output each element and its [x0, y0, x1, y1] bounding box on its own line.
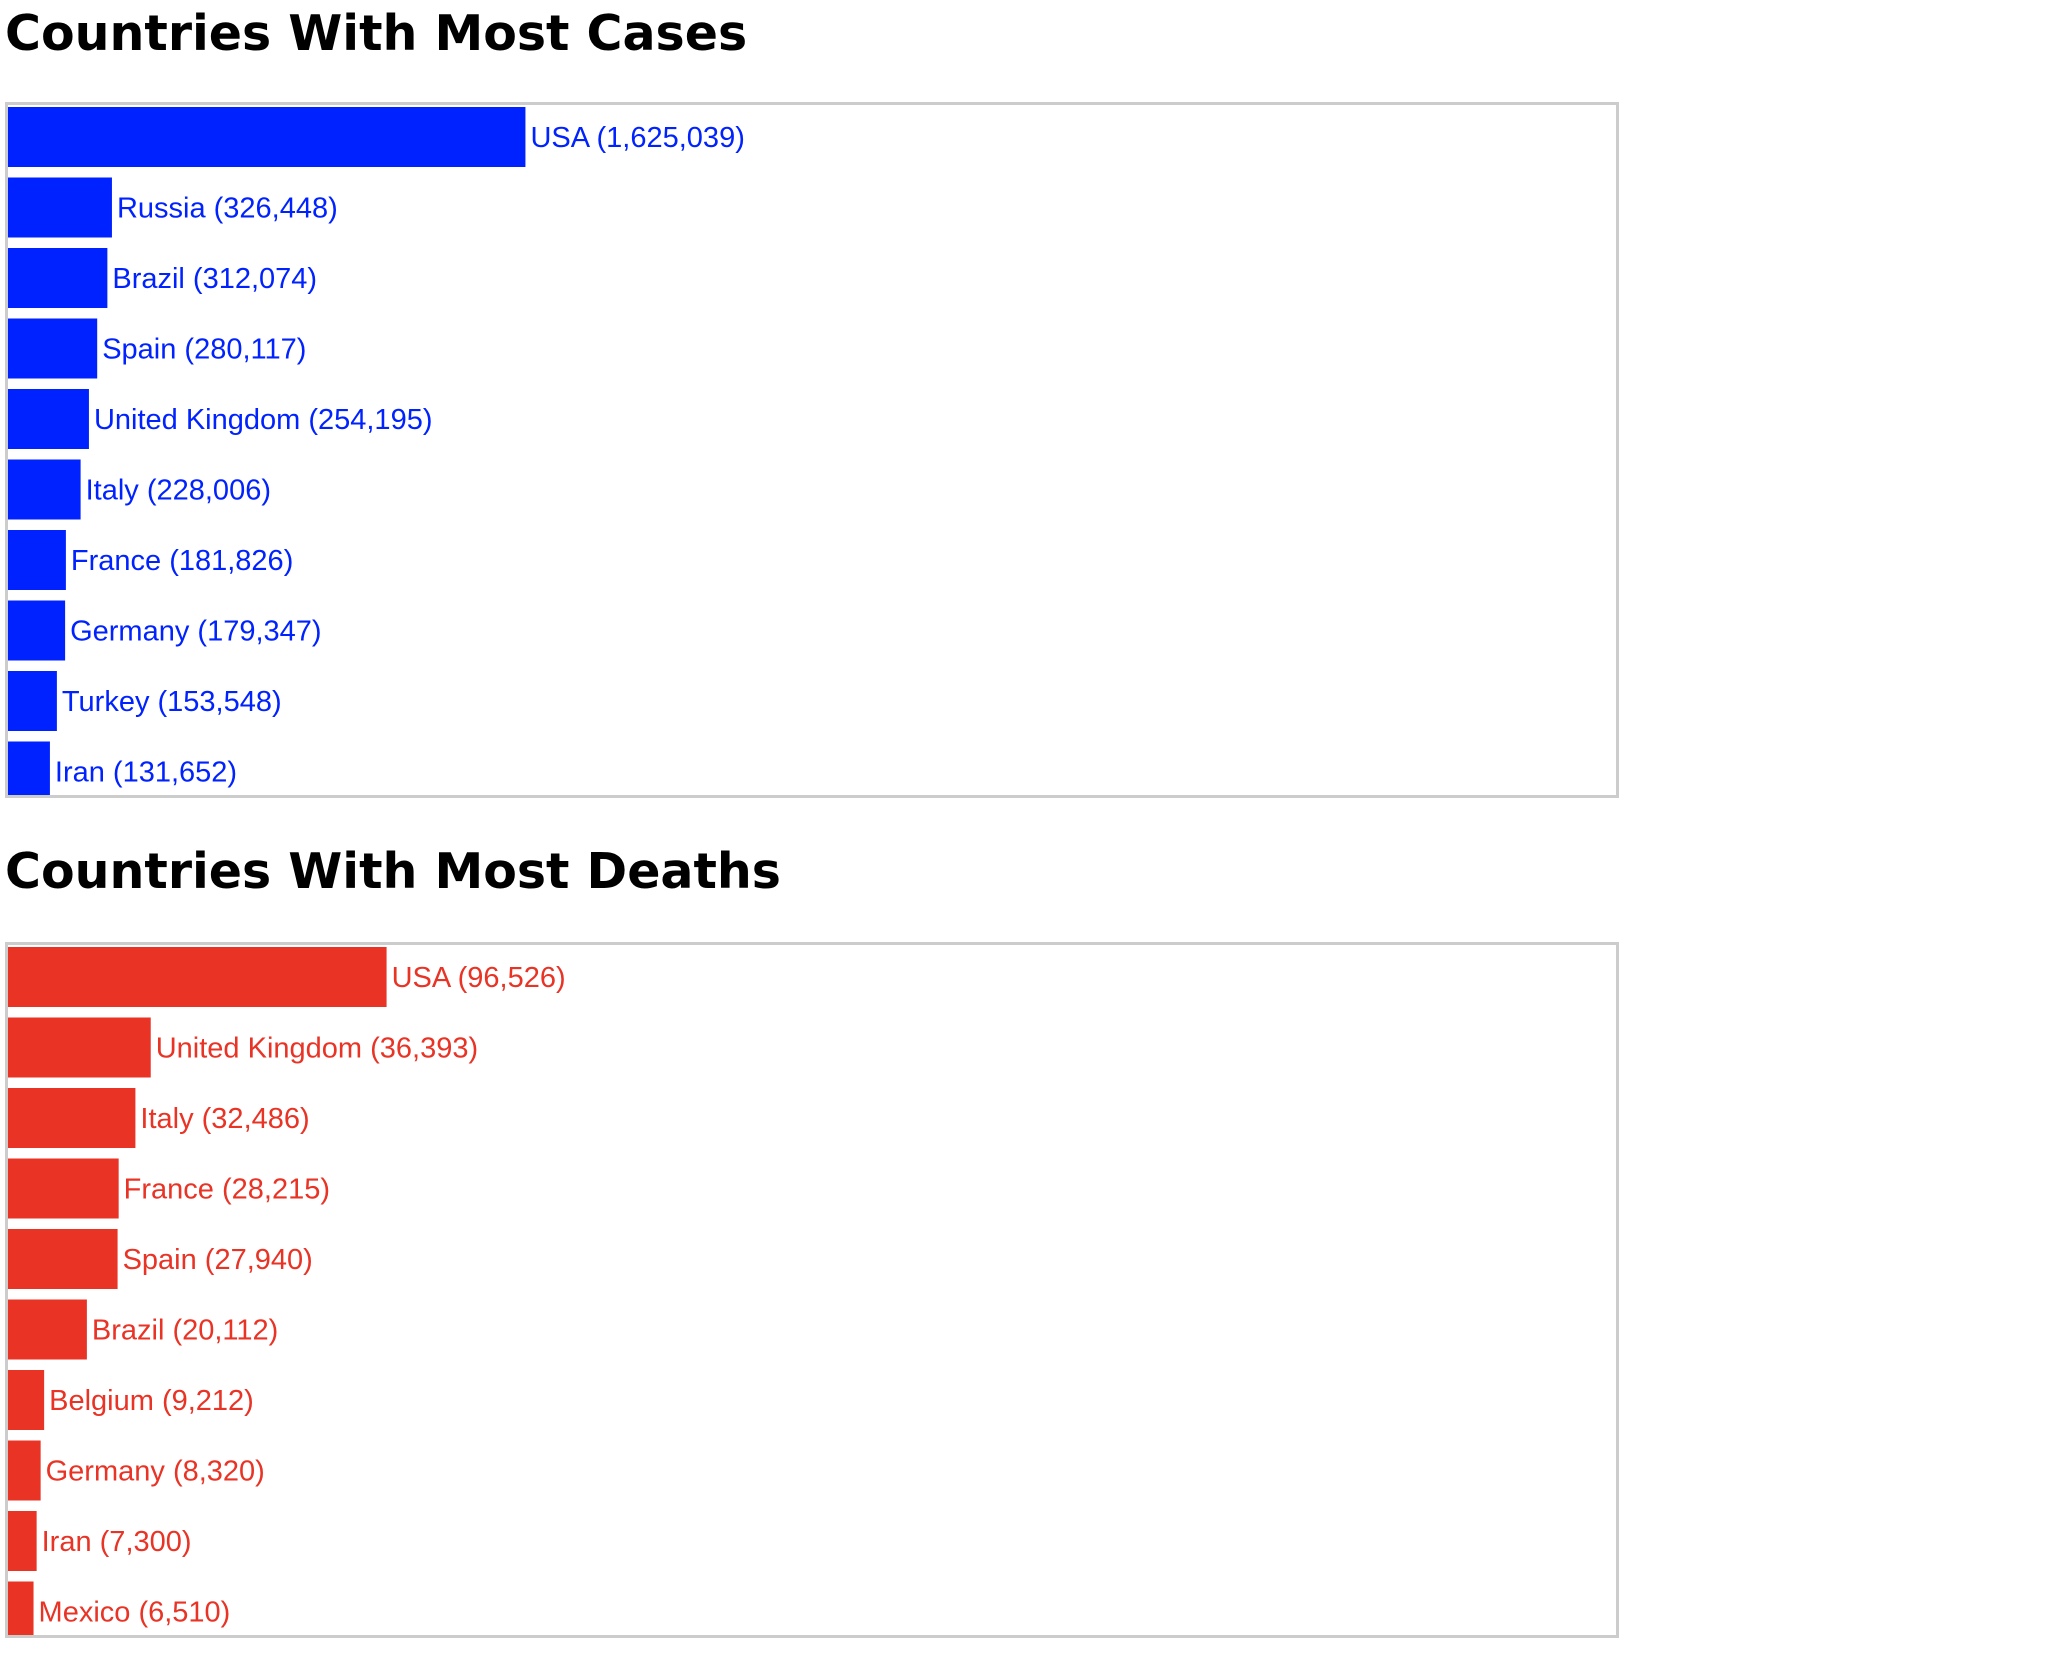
deaths-bar-label-7: Germany (8,320) — [46, 1456, 265, 1488]
deaths-chart-svg: USA (96,526) United Kingdom (36,393) Italy… — [8, 947, 566, 1635]
cases-bar-label-6: France (181,826) — [71, 545, 293, 577]
cases-bar-label-1: Russia (326,448) — [117, 193, 338, 225]
deaths-bar-label-0: USA (96,526) — [392, 962, 566, 994]
cases-bar-label-4: United Kingdom (254,195) — [94, 404, 433, 436]
cases-bar-0 — [8, 107, 526, 167]
deaths-bar-label-4: Spain (27,940) — [123, 1244, 313, 1276]
deaths-chart-title: Countries With Most Deaths — [5, 843, 781, 900]
cases-bar-9 — [8, 741, 50, 795]
deaths-bar-label-8: Iran (7,300) — [42, 1526, 192, 1558]
deaths-bar-8 — [8, 1511, 37, 1571]
deaths-bar-4 — [8, 1229, 118, 1289]
cases-bar-1 — [8, 177, 112, 238]
cases-bar-6 — [8, 530, 66, 590]
cases-bar-label-0: USA (1,625,039) — [530, 122, 744, 154]
cases-chart-svg: USA (1,625,039) Russia (326,448) Brazil (3… — [8, 107, 745, 795]
cases-bar-label-8: Turkey (153,548) — [62, 686, 282, 718]
cases-bar-label-9: Iran (131,652) — [55, 757, 237, 789]
cases-chart-title: Countries With Most Cases — [5, 5, 748, 62]
deaths-bar-label-1: United Kingdom (36,393) — [156, 1033, 478, 1065]
cases-bar-3 — [8, 318, 98, 379]
cases-bar-2 — [8, 248, 108, 308]
deaths-bar-label-9: Mexico (6,510) — [39, 1597, 231, 1629]
cases-bar-chart: USA (1,625,039) Russia (326,448) Brazil (3… — [5, 102, 1619, 798]
deaths-bar-2 — [8, 1088, 136, 1148]
deaths-bar-6 — [8, 1370, 45, 1430]
cases-bar-label-3: Spain (280,117) — [102, 334, 306, 366]
deaths-bar-9 — [8, 1581, 34, 1635]
cases-bar-4 — [8, 389, 89, 449]
deaths-bar-label-3: France (28,215) — [124, 1174, 330, 1206]
deaths-bar-label-6: Belgium (9,212) — [49, 1385, 254, 1417]
cases-bar-7 — [8, 600, 66, 661]
deaths-bar-label-5: Brazil (20,112) — [92, 1315, 278, 1347]
cases-bar-label-5: Italy (228,006) — [86, 475, 271, 507]
cases-bar-5 — [8, 459, 81, 520]
cases-bar-label-7: Germany (179,347) — [70, 616, 321, 648]
cases-bar-8 — [8, 671, 57, 731]
deaths-bar-3 — [8, 1158, 119, 1219]
deaths-bar-chart: USA (96,526) United Kingdom (36,393) Italy… — [5, 942, 1619, 1638]
deaths-bar-7 — [8, 1440, 41, 1501]
deaths-bar-0 — [8, 947, 387, 1007]
deaths-bar-label-2: Italy (32,486) — [140, 1103, 309, 1135]
deaths-bar-5 — [8, 1299, 87, 1360]
deaths-bar-1 — [8, 1017, 151, 1078]
cases-bar-label-2: Brazil (312,074) — [112, 263, 317, 295]
